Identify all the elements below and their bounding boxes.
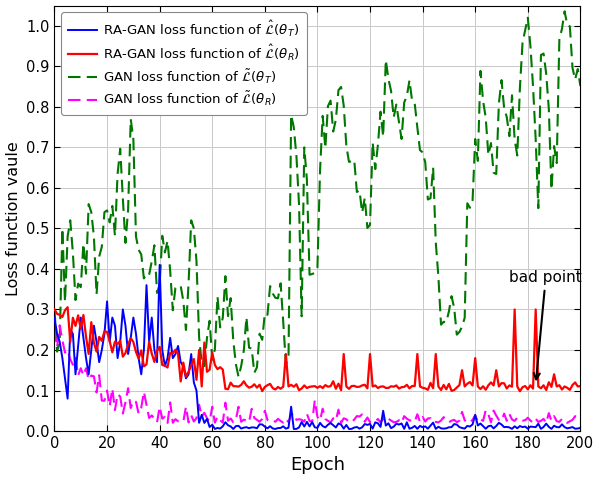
RA-GAN loss function of $\hat{\mathcal{L}}(\theta_R)$ — [517, 388, 524, 394]
Y-axis label: Loss function vaule: Loss function vaule — [5, 141, 20, 296]
GAN loss function of $\tilde{\mathcal{L}}(\theta_T)$ — [245, 345, 253, 350]
GAN loss function of $\tilde{\mathcal{L}}(\theta_R)$ — [577, 417, 584, 423]
RA-GAN loss function of $\hat{\mathcal{L}}(\theta_T)$ — [98, 347, 106, 353]
GAN loss function of $\tilde{\mathcal{L}}(\theta_R)$ — [101, 398, 108, 404]
RA-GAN loss function of $\hat{\mathcal{L}}(\theta_T)$ — [51, 315, 58, 321]
X-axis label: Epoch: Epoch — [290, 456, 345, 474]
GAN loss function of $\tilde{\mathcal{L}}(\theta_T)$ — [235, 374, 242, 380]
RA-GAN loss function of $\hat{\mathcal{L}}(\theta_R)$ — [577, 383, 584, 389]
Legend: RA-GAN loss function of $\hat{\mathcal{L}}(\theta_T)$, RA-GAN loss function of $: RA-GAN loss function of $\hat{\mathcal{L… — [61, 12, 307, 115]
RA-GAN loss function of $\hat{\mathcal{L}}(\theta_T)$ — [245, 425, 253, 431]
Line: GAN loss function of $\tilde{\mathcal{L}}(\theta_T)$: GAN loss function of $\tilde{\mathcal{L}… — [55, 11, 580, 377]
GAN loss function of $\tilde{\mathcal{L}}(\theta_R)$ — [563, 420, 571, 426]
GAN loss function of $\tilde{\mathcal{L}}(\theta_T)$ — [274, 295, 281, 301]
GAN loss function of $\tilde{\mathcal{L}}(\theta_R)$ — [53, 344, 61, 350]
RA-GAN loss function of $\hat{\mathcal{L}}(\theta_T)$ — [337, 422, 344, 428]
Line: RA-GAN loss function of $\hat{\mathcal{L}}(\theta_T)$: RA-GAN loss function of $\hat{\mathcal{L… — [55, 265, 580, 429]
RA-GAN loss function of $\hat{\mathcal{L}}(\theta_R)$ — [538, 385, 545, 391]
GAN loss function of $\tilde{\mathcal{L}}(\theta_T)$ — [535, 205, 542, 211]
RA-GAN loss function of $\hat{\mathcal{L}}(\theta_R)$ — [101, 328, 108, 334]
RA-GAN loss function of $\hat{\mathcal{L}}(\theta_R)$ — [337, 387, 344, 393]
RA-GAN loss function of $\hat{\mathcal{L}}(\theta_R)$ — [245, 385, 253, 391]
RA-GAN loss function of $\hat{\mathcal{L}}(\theta_T)$ — [346, 426, 353, 432]
GAN loss function of $\tilde{\mathcal{L}}(\theta_T)$ — [53, 349, 61, 355]
GAN loss function of $\tilde{\mathcal{L}}(\theta_T)$ — [577, 83, 584, 89]
RA-GAN loss function of $\hat{\mathcal{L}}(\theta_T)$ — [577, 425, 584, 431]
Text: bad point: bad point — [509, 270, 582, 379]
GAN loss function of $\tilde{\mathcal{L}}(\theta_R)$ — [337, 420, 344, 426]
Line: RA-GAN loss function of $\hat{\mathcal{L}}(\theta_R)$: RA-GAN loss function of $\hat{\mathcal{L… — [55, 307, 580, 391]
RA-GAN loss function of $\hat{\mathcal{L}}(\theta_T)$ — [274, 425, 281, 431]
GAN loss function of $\tilde{\mathcal{L}}(\theta_T)$ — [51, 307, 58, 312]
RA-GAN loss function of $\hat{\mathcal{L}}(\theta_T)$ — [53, 331, 61, 336]
GAN loss function of $\tilde{\mathcal{L}}(\theta_R)$ — [56, 323, 64, 328]
RA-GAN loss function of $\hat{\mathcal{L}}(\theta_R)$ — [53, 311, 61, 317]
RA-GAN loss function of $\hat{\mathcal{L}}(\theta_T)$ — [538, 426, 545, 432]
GAN loss function of $\tilde{\mathcal{L}}(\theta_T)$ — [337, 84, 344, 90]
RA-GAN loss function of $\hat{\mathcal{L}}(\theta_R)$ — [274, 384, 281, 390]
RA-GAN loss function of $\hat{\mathcal{L}}(\theta_R)$ — [64, 304, 71, 310]
RA-GAN loss function of $\hat{\mathcal{L}}(\theta_T)$ — [156, 262, 163, 268]
Line: GAN loss function of $\tilde{\mathcal{L}}(\theta_R)$: GAN loss function of $\tilde{\mathcal{L}… — [55, 325, 580, 423]
GAN loss function of $\tilde{\mathcal{L}}(\theta_R)$ — [245, 419, 253, 425]
GAN loss function of $\tilde{\mathcal{L}}(\theta_T)$ — [98, 244, 106, 250]
GAN loss function of $\tilde{\mathcal{L}}(\theta_T)$ — [561, 8, 568, 14]
GAN loss function of $\tilde{\mathcal{L}}(\theta_R)$ — [274, 416, 281, 422]
GAN loss function of $\tilde{\mathcal{L}}(\theta_R)$ — [51, 327, 58, 333]
RA-GAN loss function of $\hat{\mathcal{L}}(\theta_R)$ — [51, 307, 58, 312]
GAN loss function of $\tilde{\mathcal{L}}(\theta_R)$ — [535, 419, 542, 425]
